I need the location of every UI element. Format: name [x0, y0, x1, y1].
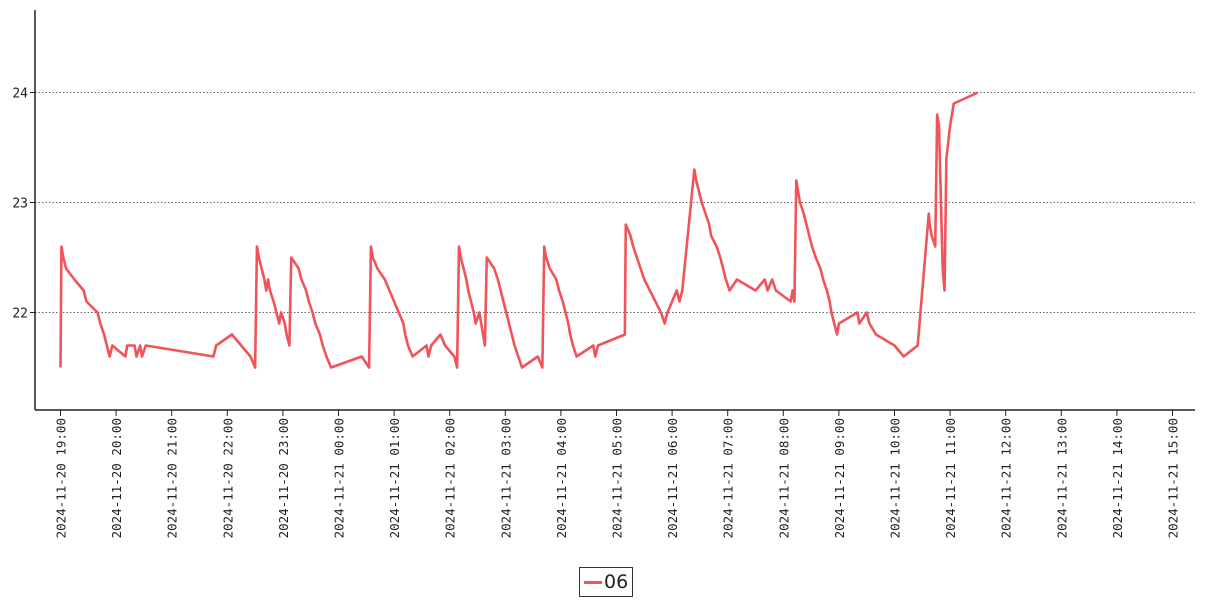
x-tick-label: 2024-11-21 05:00 — [610, 418, 625, 538]
series-lines — [61, 93, 978, 368]
x-tick-label: 2024-11-21 09:00 — [832, 418, 847, 538]
y-tick-label: 23 — [12, 197, 28, 212]
x-tick-label: 2024-11-21 00:00 — [332, 418, 347, 538]
gridlines — [35, 93, 1195, 313]
x-tick-label: 2024-11-21 14:00 — [1110, 418, 1125, 538]
x-tick-label: 2024-11-21 12:00 — [999, 418, 1014, 538]
x-tick-label: 2024-11-21 02:00 — [443, 418, 458, 538]
legend: 06 — [579, 567, 633, 597]
x-tick-label: 2024-11-20 19:00 — [54, 418, 69, 538]
x-tick-label: 2024-11-20 21:00 — [165, 418, 180, 538]
x-tick-label: 2024-11-21 03:00 — [498, 418, 513, 538]
x-tick-label: 2024-11-21 10:00 — [888, 418, 903, 538]
x-tick-label: 2024-11-20 20:00 — [109, 418, 124, 538]
x-tick-label: 2024-11-21 15:00 — [1166, 418, 1181, 538]
x-tick-label: 2024-11-21 07:00 — [721, 418, 736, 538]
x-tick-label: 2024-11-21 04:00 — [554, 418, 569, 538]
x-tick-label: 2024-11-21 01:00 — [387, 418, 402, 538]
x-tick-label: 2024-11-21 11:00 — [943, 418, 958, 538]
x-tick-label: 2024-11-21 13:00 — [1054, 418, 1069, 538]
legend-label: 06 — [604, 571, 628, 593]
legend-swatch — [584, 581, 602, 584]
x-tick-label: 2024-11-20 23:00 — [276, 418, 291, 538]
x-tick-label: 2024-11-21 06:00 — [665, 418, 680, 538]
x-tick-label: 2024-11-20 22:00 — [220, 418, 235, 538]
series-line — [61, 93, 978, 368]
x-tick-label: 2024-11-21 08:00 — [776, 418, 791, 538]
y-tick-label: 24 — [12, 87, 28, 102]
y-tick-label: 22 — [12, 307, 28, 322]
